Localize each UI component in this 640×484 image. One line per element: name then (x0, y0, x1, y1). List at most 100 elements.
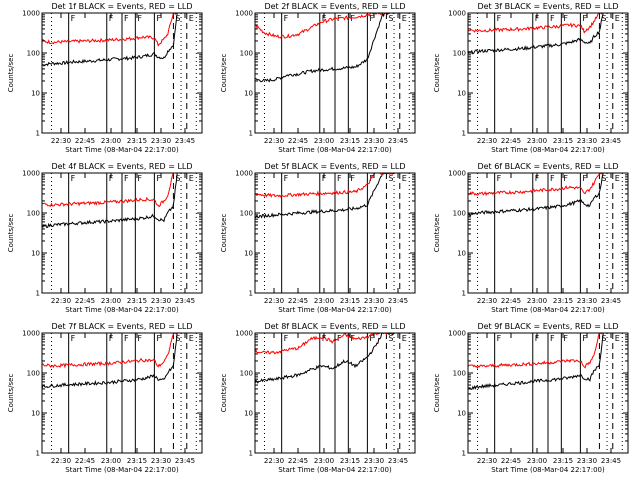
marker-label: F (124, 174, 129, 183)
y-axis-label: Counts/sec (433, 374, 441, 413)
marker-label: E (615, 174, 620, 183)
panel-title: Det 7f BLACK = Events, RED = LLD (51, 322, 192, 331)
x-tick-label: 23:45 (388, 137, 408, 145)
x-tick-label: 23:30 (577, 137, 597, 145)
marker-label: F (550, 334, 555, 343)
marker-label: E (189, 334, 194, 343)
x-tick-label: 23:30 (364, 137, 384, 145)
marker-label: S (388, 334, 393, 343)
lld-series-line (255, 173, 395, 201)
marker-label: F (550, 14, 555, 23)
marker-label: F (563, 334, 568, 343)
x-axis-label: Start Time (08-Mar-04 22:17:00) (491, 306, 605, 314)
marker-label: F (109, 174, 114, 183)
y-tick-label: 100 (453, 50, 466, 58)
y-axis-label: Counts/sec (7, 374, 15, 413)
x-tick-label: 22:30 (51, 297, 71, 305)
y-axis-label: Counts/sec (7, 214, 15, 253)
marker-label: F (156, 174, 161, 183)
marker-label: F (563, 174, 568, 183)
x-tick-label: 23:15 (127, 457, 147, 465)
x-tick-label: 23:30 (151, 137, 171, 145)
x-tick-label: 23:45 (601, 457, 621, 465)
marker-label: F (582, 334, 587, 343)
x-tick-label: 23:30 (364, 457, 384, 465)
marker-label: F (497, 174, 502, 183)
plot-frame (467, 332, 629, 454)
marker-label: E (402, 174, 407, 183)
panel-title: Det 5f BLACK = Events, RED = LLD (264, 162, 405, 171)
x-tick-label: 22:45 (288, 457, 308, 465)
y-tick-label: 10 (31, 410, 40, 418)
events-series-line (468, 173, 604, 243)
marker-label: E (615, 14, 620, 23)
y-tick-label: 100 (240, 210, 253, 218)
events-series-line (42, 173, 178, 249)
y-axis-label: Counts/sec (220, 374, 228, 413)
panel-title: Det 8f BLACK = Events, RED = LLD (264, 322, 405, 331)
y-tick-label: 100 (453, 210, 466, 218)
y-tick-label: 1 (249, 450, 253, 458)
x-tick-label: 23:00 (101, 457, 121, 465)
plot-frame (254, 332, 416, 454)
x-tick-label: 23:30 (151, 457, 171, 465)
marker-label: F (137, 174, 142, 183)
marker-label: F (156, 334, 161, 343)
x-tick-label: 23:45 (388, 297, 408, 305)
marker-label: F (109, 334, 114, 343)
marker-label: F (550, 174, 555, 183)
x-tick-label: 23:15 (553, 457, 573, 465)
marker-label: F (322, 174, 327, 183)
marker-label: F (71, 14, 76, 23)
marker-label: F (137, 14, 142, 23)
lld-series-line (468, 173, 604, 201)
x-tick-label: 22:45 (501, 137, 521, 145)
y-tick-label: 1 (36, 130, 40, 138)
marker-label: F (369, 334, 374, 343)
y-axis-label: Counts/sec (433, 214, 441, 253)
y-tick-label: 100 (240, 50, 253, 58)
x-tick-label: 22:30 (264, 137, 284, 145)
x-tick-label: 23:15 (340, 297, 360, 305)
marker-label: E (402, 14, 407, 23)
x-tick-label: 23:00 (527, 297, 547, 305)
marker-label: F (337, 174, 342, 183)
y-tick-label: 1000 (448, 170, 466, 178)
marker-label: F (284, 334, 289, 343)
marker-label: S (175, 14, 180, 23)
x-tick-label: 23:30 (577, 297, 597, 305)
marker-label: S (175, 334, 180, 343)
marker-label: F (582, 14, 587, 23)
marker-label: S (601, 14, 606, 23)
x-tick-label: 23:45 (601, 297, 621, 305)
x-axis-label: Start Time (08-Mar-04 22:17:00) (278, 306, 392, 314)
x-tick-label: 22:30 (264, 297, 284, 305)
x-tick-label: 23:00 (314, 297, 334, 305)
marker-label: F (497, 334, 502, 343)
plot-frame (467, 12, 629, 134)
y-axis-label: Counts/sec (433, 54, 441, 93)
x-tick-label: 23:30 (577, 457, 597, 465)
events-series-line (255, 333, 395, 408)
x-tick-label: 22:45 (288, 297, 308, 305)
x-tick-label: 22:45 (501, 457, 521, 465)
x-tick-label: 22:30 (477, 137, 497, 145)
y-tick-label: 1 (462, 130, 466, 138)
marker-label: E (615, 334, 620, 343)
marker-label: S (388, 174, 393, 183)
y-tick-label: 1000 (448, 330, 466, 338)
x-tick-label: 23:15 (127, 297, 147, 305)
x-tick-label: 23:00 (101, 137, 121, 145)
marker-label: F (124, 14, 129, 23)
x-tick-label: 23:15 (340, 137, 360, 145)
marker-label: F (535, 334, 540, 343)
panel-title: Det 4f BLACK = Events, RED = LLD (51, 162, 192, 171)
y-tick-label: 10 (31, 90, 40, 98)
y-tick-label: 1000 (235, 10, 253, 18)
marker-label: F (350, 14, 355, 23)
